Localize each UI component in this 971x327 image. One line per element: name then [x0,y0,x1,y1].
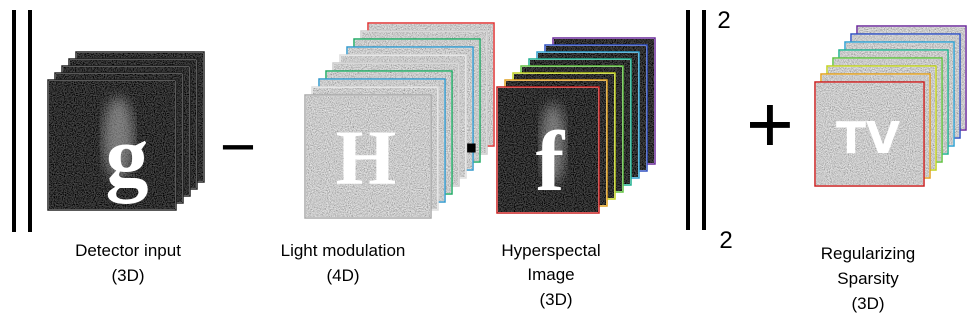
caption: (4D) [326,266,359,285]
exponent: 2 [717,7,730,34]
subscript: 2 [719,227,732,254]
image-stacks [48,23,966,218]
caption: Detector input [75,241,181,260]
caption: Regularizing [821,244,916,263]
symbol-f: f [536,113,566,209]
caption: Sparsity [837,269,899,288]
operator-minus: − [220,113,256,182]
caption: Light modulation [281,241,406,260]
symbol-g: g [106,108,149,204]
operator-plus: + [746,79,794,170]
norm-bars-right [688,10,704,230]
caption: Hyperspectal [501,241,600,260]
caption: (3D) [539,290,572,309]
norm-bars-left [14,10,30,232]
symbol-h: H [336,114,397,201]
caption: (3D) [851,294,884,313]
diagram: g H f TV − · + 2 2 Detector input (3D) L… [0,0,971,327]
symbol-tv: TV [836,113,900,164]
operator-dot: · [463,114,483,181]
caption: (3D) [111,266,144,285]
caption: Image [527,265,574,284]
